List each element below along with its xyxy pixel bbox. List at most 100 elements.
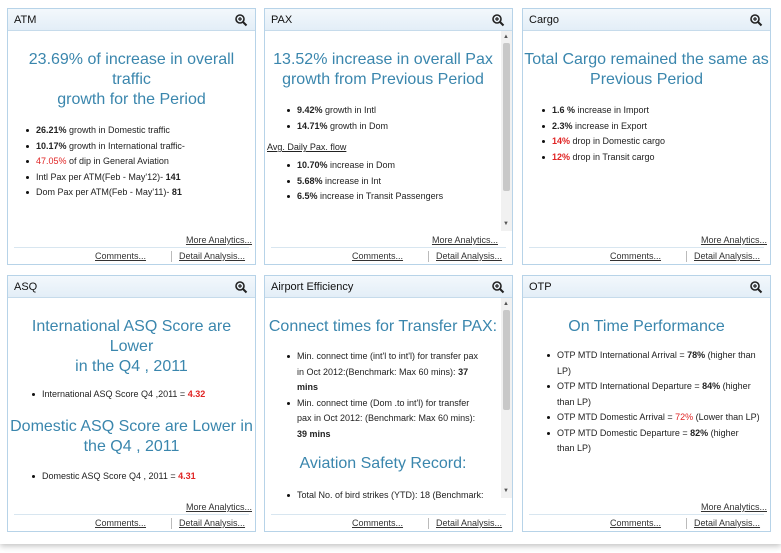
cargo-panel-body: Total Cargo remained the same as Previous… — [523, 31, 770, 248]
otp-headline: On Time Performance — [568, 318, 725, 335]
zoom-icon[interactable] — [234, 280, 248, 294]
otp-panel-header: OTP — [523, 276, 770, 298]
more-analytics-link[interactable]: More Analytics... — [431, 235, 498, 245]
list-item: 6.5% increase in Transit Passengers — [285, 189, 512, 205]
safety-list: Total No. of bird strikes (YTD): 18 (Ben… — [285, 488, 498, 504]
pax-panel: PAX 13.52% increase in overall Pax growth… — [264, 8, 513, 265]
list-item: 10.70% increase in Dom — [285, 158, 512, 174]
pax-panel-header: PAX — [265, 9, 512, 31]
asq-international-list: International ASQ Score Q4 ,2011 = 4.32 — [30, 387, 255, 403]
detail-analysis-link[interactable]: Detail Analysis... — [179, 251, 246, 261]
atm-panel-footer: Comments... Detail Analysis... — [14, 247, 249, 264]
list-item: OTP MTD International Departure = 84% (h… — [545, 379, 766, 410]
pax-stats-list: 9.42% growth in Intl 14.71% growth in Do… — [285, 103, 512, 134]
asq-domestic-list: Domestic ASQ Score Q4 , 2011 = 4.31 — [30, 469, 255, 485]
list-item: 9.42% growth in Intl — [285, 103, 512, 119]
zoom-icon[interactable] — [749, 280, 763, 294]
list-item: OTP MTD Domestic Arrival = 72% (Lower th… — [545, 410, 766, 426]
asq-international-headline: International ASQ Score are Lower in the … — [31, 318, 232, 375]
list-item: Total No. of bird strikes (YTD): 18 (Ben… — [285, 488, 498, 504]
airport-efficiency-panel-title: Airport Efficiency — [271, 281, 354, 293]
detail-analysis-link[interactable]: Detail Analysis... — [694, 518, 761, 528]
scroll-down-icon[interactable]: ▼ — [503, 488, 509, 494]
atm-headline: 23.69% of increase in overall traffic gro… — [28, 51, 235, 108]
detail-analysis-link[interactable]: Detail Analysis... — [436, 518, 503, 528]
detail-analysis-link[interactable]: Detail Analysis... — [179, 518, 246, 528]
airport-efficiency-panel: Airport Efficiency Connect times for Tra… — [264, 275, 513, 532]
list-item: Min. connect time (int'l to int'l) for t… — [285, 349, 498, 396]
pax-panel-title: PAX — [271, 14, 293, 26]
zoom-icon[interactable] — [491, 280, 505, 294]
list-item: Intl Pax per ATM(Feb - May'12)- 141 — [24, 170, 255, 186]
cargo-panel-title: Cargo — [529, 14, 559, 26]
list-item: 14% drop in Domestic cargo — [540, 134, 770, 150]
atm-panel-body: 23.69% of increase in overall traffic gro… — [8, 31, 255, 248]
pax-headline: 13.52% increase in overall Pax growth fro… — [273, 51, 493, 88]
aviation-safety-headline: Aviation Safety Record: — [299, 455, 467, 472]
zoom-icon[interactable] — [491, 13, 505, 27]
scroll-down-icon[interactable]: ▼ — [503, 221, 509, 227]
otp-panel: OTP On Time Performance OTP MTD Internat… — [522, 275, 771, 532]
airport-efficiency-scrollbar[interactable]: ▲ ▼ — [501, 298, 512, 498]
list-item: 1.6 % increase in Import — [540, 103, 770, 119]
more-analytics-link[interactable]: More Analytics... — [185, 502, 252, 512]
cargo-stats-list: 1.6 % increase in Import 2.3% increase i… — [540, 103, 770, 165]
more-analytics-link[interactable]: More Analytics... — [700, 235, 767, 245]
list-item: Min. connect time (Dom .to int'l) for tr… — [285, 396, 498, 443]
list-item: OTP MTD International Arrival = 78% (hig… — [545, 348, 766, 379]
list-item: Domestic ASQ Score Q4 , 2011 = 4.31 — [30, 469, 255, 485]
comments-link[interactable]: Comments... — [95, 518, 147, 528]
scrollbar-thumb[interactable] — [503, 43, 510, 191]
list-item: International ASQ Score Q4 ,2011 = 4.32 — [30, 387, 255, 403]
list-item: 14.71% growth in Dom — [285, 119, 512, 135]
list-item: 5.68% increase in Int — [285, 174, 512, 190]
atm-panel-header: ATM — [8, 9, 255, 31]
pax-panel-body: 13.52% increase in overall Pax growth fro… — [265, 31, 512, 248]
otp-panel-footer: Comments... Detail Analysis... — [529, 514, 764, 531]
cargo-panel: Cargo Total Cargo remained the same as Pr… — [522, 8, 771, 265]
comments-link[interactable]: Comments... — [352, 251, 404, 261]
airport-efficiency-panel-footer: Comments... Detail Analysis... — [271, 514, 506, 531]
list-item: 47.05% of dip in General Aviation — [24, 154, 255, 170]
detail-analysis-link[interactable]: Detail Analysis... — [694, 251, 761, 261]
list-item: 2.3% increase in Export — [540, 119, 770, 135]
list-item: OTP MTD Domestic Departure = 82% (higher… — [545, 426, 766, 457]
cargo-headline: Total Cargo remained the same as Previous… — [524, 51, 769, 88]
otp-panel-title: OTP — [529, 281, 552, 293]
list-item: 10.17% growth in International traffic- — [24, 139, 255, 155]
more-analytics-link[interactable]: More Analytics... — [185, 235, 252, 245]
cargo-panel-footer: Comments... Detail Analysis... — [529, 247, 764, 264]
pax-flow-list: 10.70% increase in Dom 5.68% increase in… — [285, 158, 512, 205]
comments-link[interactable]: Comments... — [352, 518, 404, 528]
comments-link[interactable]: Comments... — [95, 251, 147, 261]
asq-panel-body: International ASQ Score are Lower in the … — [8, 298, 255, 515]
scroll-up-icon[interactable]: ▲ — [503, 34, 509, 40]
otp-panel-body: On Time Performance OTP MTD Internationa… — [523, 298, 770, 515]
scroll-up-icon[interactable]: ▲ — [503, 301, 509, 307]
more-analytics-link[interactable]: More Analytics... — [700, 502, 767, 512]
comments-link[interactable]: Comments... — [610, 518, 662, 528]
atm-panel: ATM 23.69% of increase in overall traffi… — [7, 8, 256, 265]
asq-panel-header: ASQ — [8, 276, 255, 298]
asq-panel-title: ASQ — [14, 281, 38, 293]
pax-scrollbar[interactable]: ▲ ▼ — [501, 31, 512, 231]
pax-panel-footer: Comments... Detail Analysis... — [271, 247, 506, 264]
connect-times-headline: Connect times for Transfer PAX: — [268, 318, 498, 335]
detail-analysis-link[interactable]: Detail Analysis... — [436, 251, 503, 261]
cargo-panel-header: Cargo — [523, 9, 770, 31]
atm-panel-title: ATM — [14, 14, 37, 26]
otp-stats-list: OTP MTD International Arrival = 78% (hig… — [545, 348, 766, 457]
comments-link[interactable]: Comments... — [610, 251, 662, 261]
zoom-icon[interactable] — [749, 13, 763, 27]
airport-efficiency-panel-body: Connect times for Transfer PAX: Min. con… — [265, 298, 512, 515]
scrollbar-thumb[interactable] — [503, 310, 510, 410]
avg-daily-pax-flow-heading: Avg. Daily Pax. flow — [267, 142, 347, 152]
atm-stats-list: 26.21% growth in Domestic traffic 10.17%… — [24, 123, 255, 201]
list-item: Dom Pax per ATM(Feb - May'11)- 81 — [24, 185, 255, 201]
connect-times-list: Min. connect time (int'l to int'l) for t… — [285, 349, 498, 442]
zoom-icon[interactable] — [234, 13, 248, 27]
airport-efficiency-panel-header: Airport Efficiency — [265, 276, 512, 298]
list-item: 26.21% growth in Domestic traffic — [24, 123, 255, 139]
asq-panel-footer: Comments... Detail Analysis... — [14, 514, 249, 531]
